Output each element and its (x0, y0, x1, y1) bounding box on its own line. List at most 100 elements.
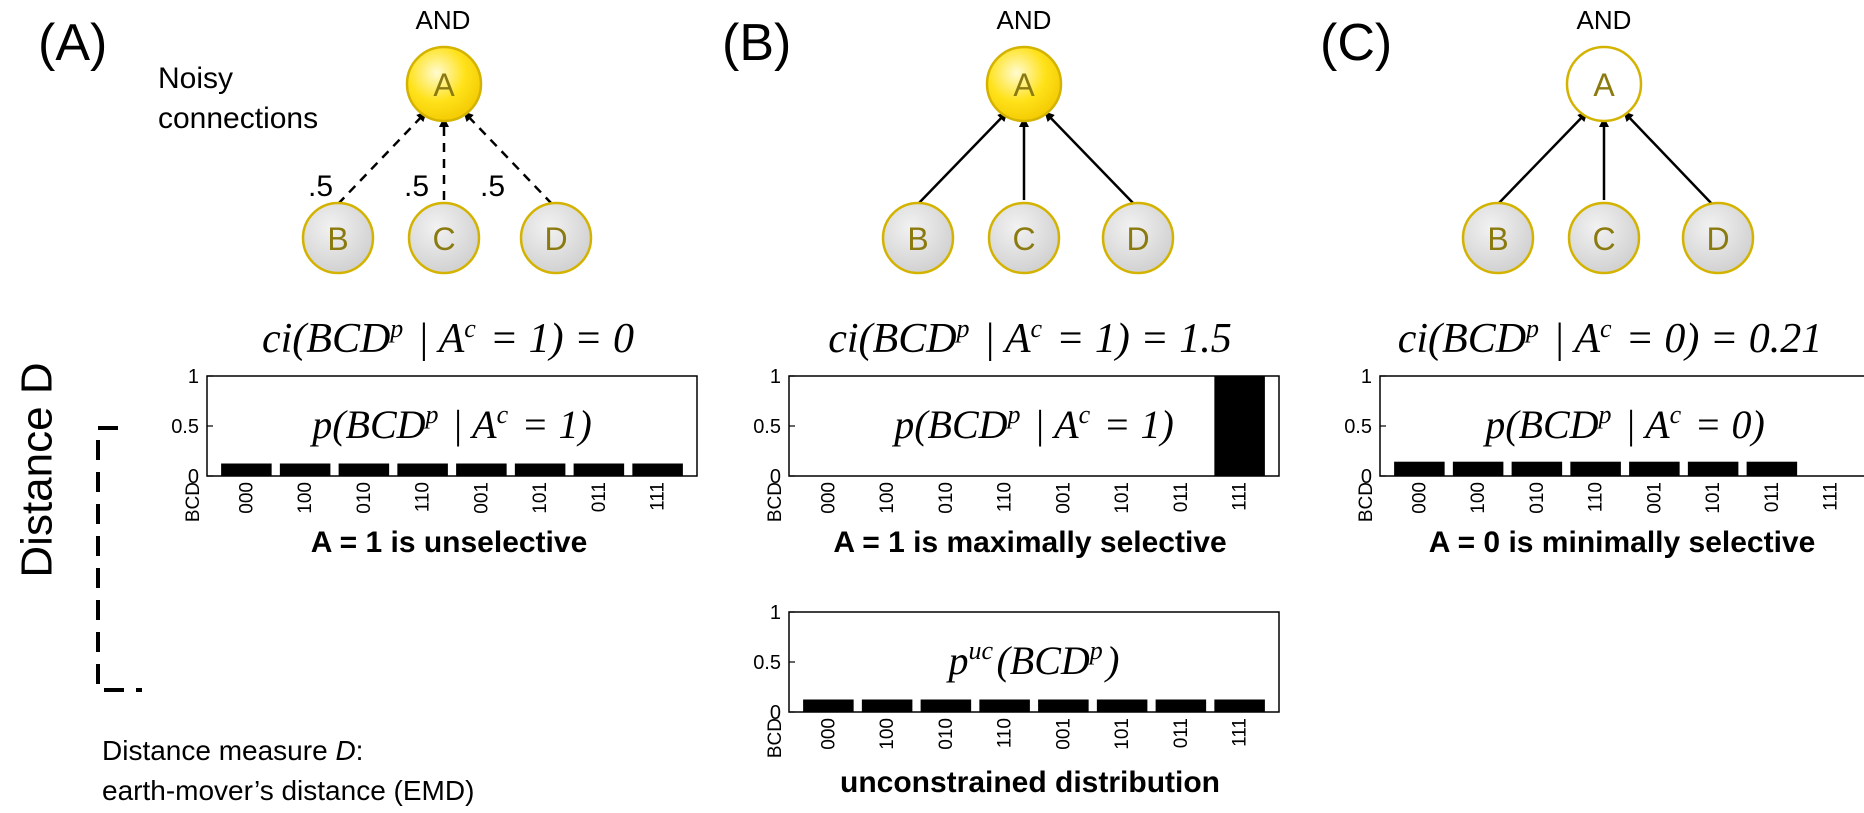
side-note-line1: Noisy (158, 62, 233, 95)
node-d-label: D (1126, 221, 1149, 257)
panel-c: (C) AND A B C D ci(BCDp | Ac = 0) = 0.21… (1320, 5, 1864, 559)
bar-011 (1746, 461, 1798, 476)
bar-110 (397, 463, 448, 476)
bar-000 (221, 463, 272, 476)
gate-label-c: AND (1577, 5, 1632, 35)
node-a-top-label: A (1593, 67, 1615, 103)
bar-001 (1038, 699, 1089, 712)
bar-100 (279, 463, 331, 476)
panel-b: (B) AND A B C D ci(BCDp | Ac = 1) = 1.5 … (722, 5, 1280, 799)
x-tick-label: 010 (936, 718, 957, 750)
chart-title: p(BCDp | Ac = 1) (891, 400, 1174, 447)
x-tick-label: 111 (648, 482, 669, 511)
x-tick-label: 010 (1527, 482, 1548, 514)
y-tick-label: 0 (188, 466, 199, 488)
x-tick-label: 110 (413, 482, 434, 512)
bar-001 (456, 463, 507, 476)
gate-label-a: AND (416, 5, 471, 35)
side-note-line2: connections (158, 102, 318, 135)
bar-010 (1511, 461, 1563, 476)
y-tick-label: 1 (1361, 366, 1372, 388)
node-c-label: C (1592, 221, 1615, 257)
x-axis-label: BCD (1356, 482, 1377, 522)
x-tick-label: 101 (1703, 482, 1724, 514)
y-tick-label: 0 (770, 466, 781, 488)
node-c-label: C (432, 221, 455, 257)
edge-d-a (1044, 111, 1135, 205)
note-prefix: Distance measure (102, 735, 335, 766)
bar-111 (1214, 699, 1265, 712)
bar-010 (338, 463, 390, 476)
y-tick-label: 1 (188, 366, 199, 388)
x-tick-label: 001 (1053, 718, 1074, 750)
x-axis-label: BCD (765, 482, 786, 522)
y-tick-label: 0 (770, 702, 781, 724)
node-b-label: B (327, 221, 348, 257)
node-c (407, 201, 481, 275)
x-tick-label: 101 (1112, 718, 1133, 750)
x-tick-label: 000 (818, 482, 839, 514)
node-d (1101, 201, 1175, 275)
node-b-label: B (1487, 221, 1508, 257)
x-tick-label: 001 (471, 482, 492, 514)
distance-bracket (96, 426, 142, 692)
caption-c: A = 0 is minimally selective (1429, 526, 1816, 559)
bar-001 (1629, 461, 1680, 476)
node-b-label: B (907, 221, 928, 257)
x-tick-label: 101 (530, 482, 551, 514)
x-tick-label: 111 (1230, 718, 1251, 747)
y-tick-label: 0.5 (753, 416, 781, 438)
x-tick-label: 100 (877, 718, 898, 750)
bar-111 (632, 463, 683, 476)
network-b: A B C D (881, 45, 1175, 275)
caption-a: A = 1 is unselective (311, 526, 588, 559)
bar-000 (1394, 461, 1445, 476)
bar-100 (861, 699, 913, 712)
node-d (519, 201, 593, 275)
node-c (1567, 201, 1641, 275)
bar-010 (920, 699, 972, 712)
bar-000 (803, 699, 854, 712)
bar-011 (1155, 699, 1207, 712)
distance-note-line2: earth-mover’s distance (EMD) (102, 775, 474, 806)
node-a-top (405, 45, 483, 123)
bar-111 (1214, 376, 1265, 476)
chart-title: p(BCDp | Ac = 1) (309, 400, 592, 447)
bar-101 (1096, 699, 1148, 712)
x-tick-label: 011 (1171, 718, 1192, 748)
weight-d: .5 (480, 170, 505, 203)
x-axis-label: BCD (183, 482, 204, 522)
distance-annotation: Distance D Distance measure D: earth-mov… (13, 362, 475, 806)
node-a-top-label: A (433, 67, 455, 103)
panel-a: (A) AND Noisy connections A B C D .5 .5 … (38, 5, 698, 559)
edge-b-a (337, 111, 427, 205)
x-tick-label: 010 (936, 482, 957, 514)
bar-101 (1687, 461, 1739, 476)
x-tick-label: 111 (1821, 482, 1842, 511)
chart-title: puc (BCDp ) (946, 636, 1120, 683)
node-d-label: D (1706, 221, 1729, 257)
y-tick-label: 0.5 (1344, 416, 1372, 438)
x-tick-label: 110 (995, 718, 1016, 748)
node-b (1461, 201, 1535, 275)
bar-110 (979, 699, 1030, 712)
panel-label-b: (B) (722, 14, 791, 72)
distance-label: Distance D (13, 362, 62, 577)
node-b (881, 201, 955, 275)
bar-101 (514, 463, 566, 476)
edge-b-a (917, 111, 1008, 205)
ci-formula-b: ci(BCDp | Ac = 1) = 1.5 (828, 314, 1232, 362)
weight-c: .5 (404, 170, 429, 203)
node-b (301, 201, 375, 275)
node-a-top (985, 45, 1063, 123)
bar-011 (573, 463, 625, 476)
chart-frame (788, 375, 1280, 477)
y-tick-label: 1 (770, 366, 781, 388)
caption-b-unconstrained: unconstrained distribution (840, 766, 1220, 799)
panel-label-c: (C) (1320, 14, 1392, 72)
network-a: A B C D .5 .5 .5 (301, 45, 593, 275)
distance-note-line1: Distance measure D: (102, 735, 363, 766)
